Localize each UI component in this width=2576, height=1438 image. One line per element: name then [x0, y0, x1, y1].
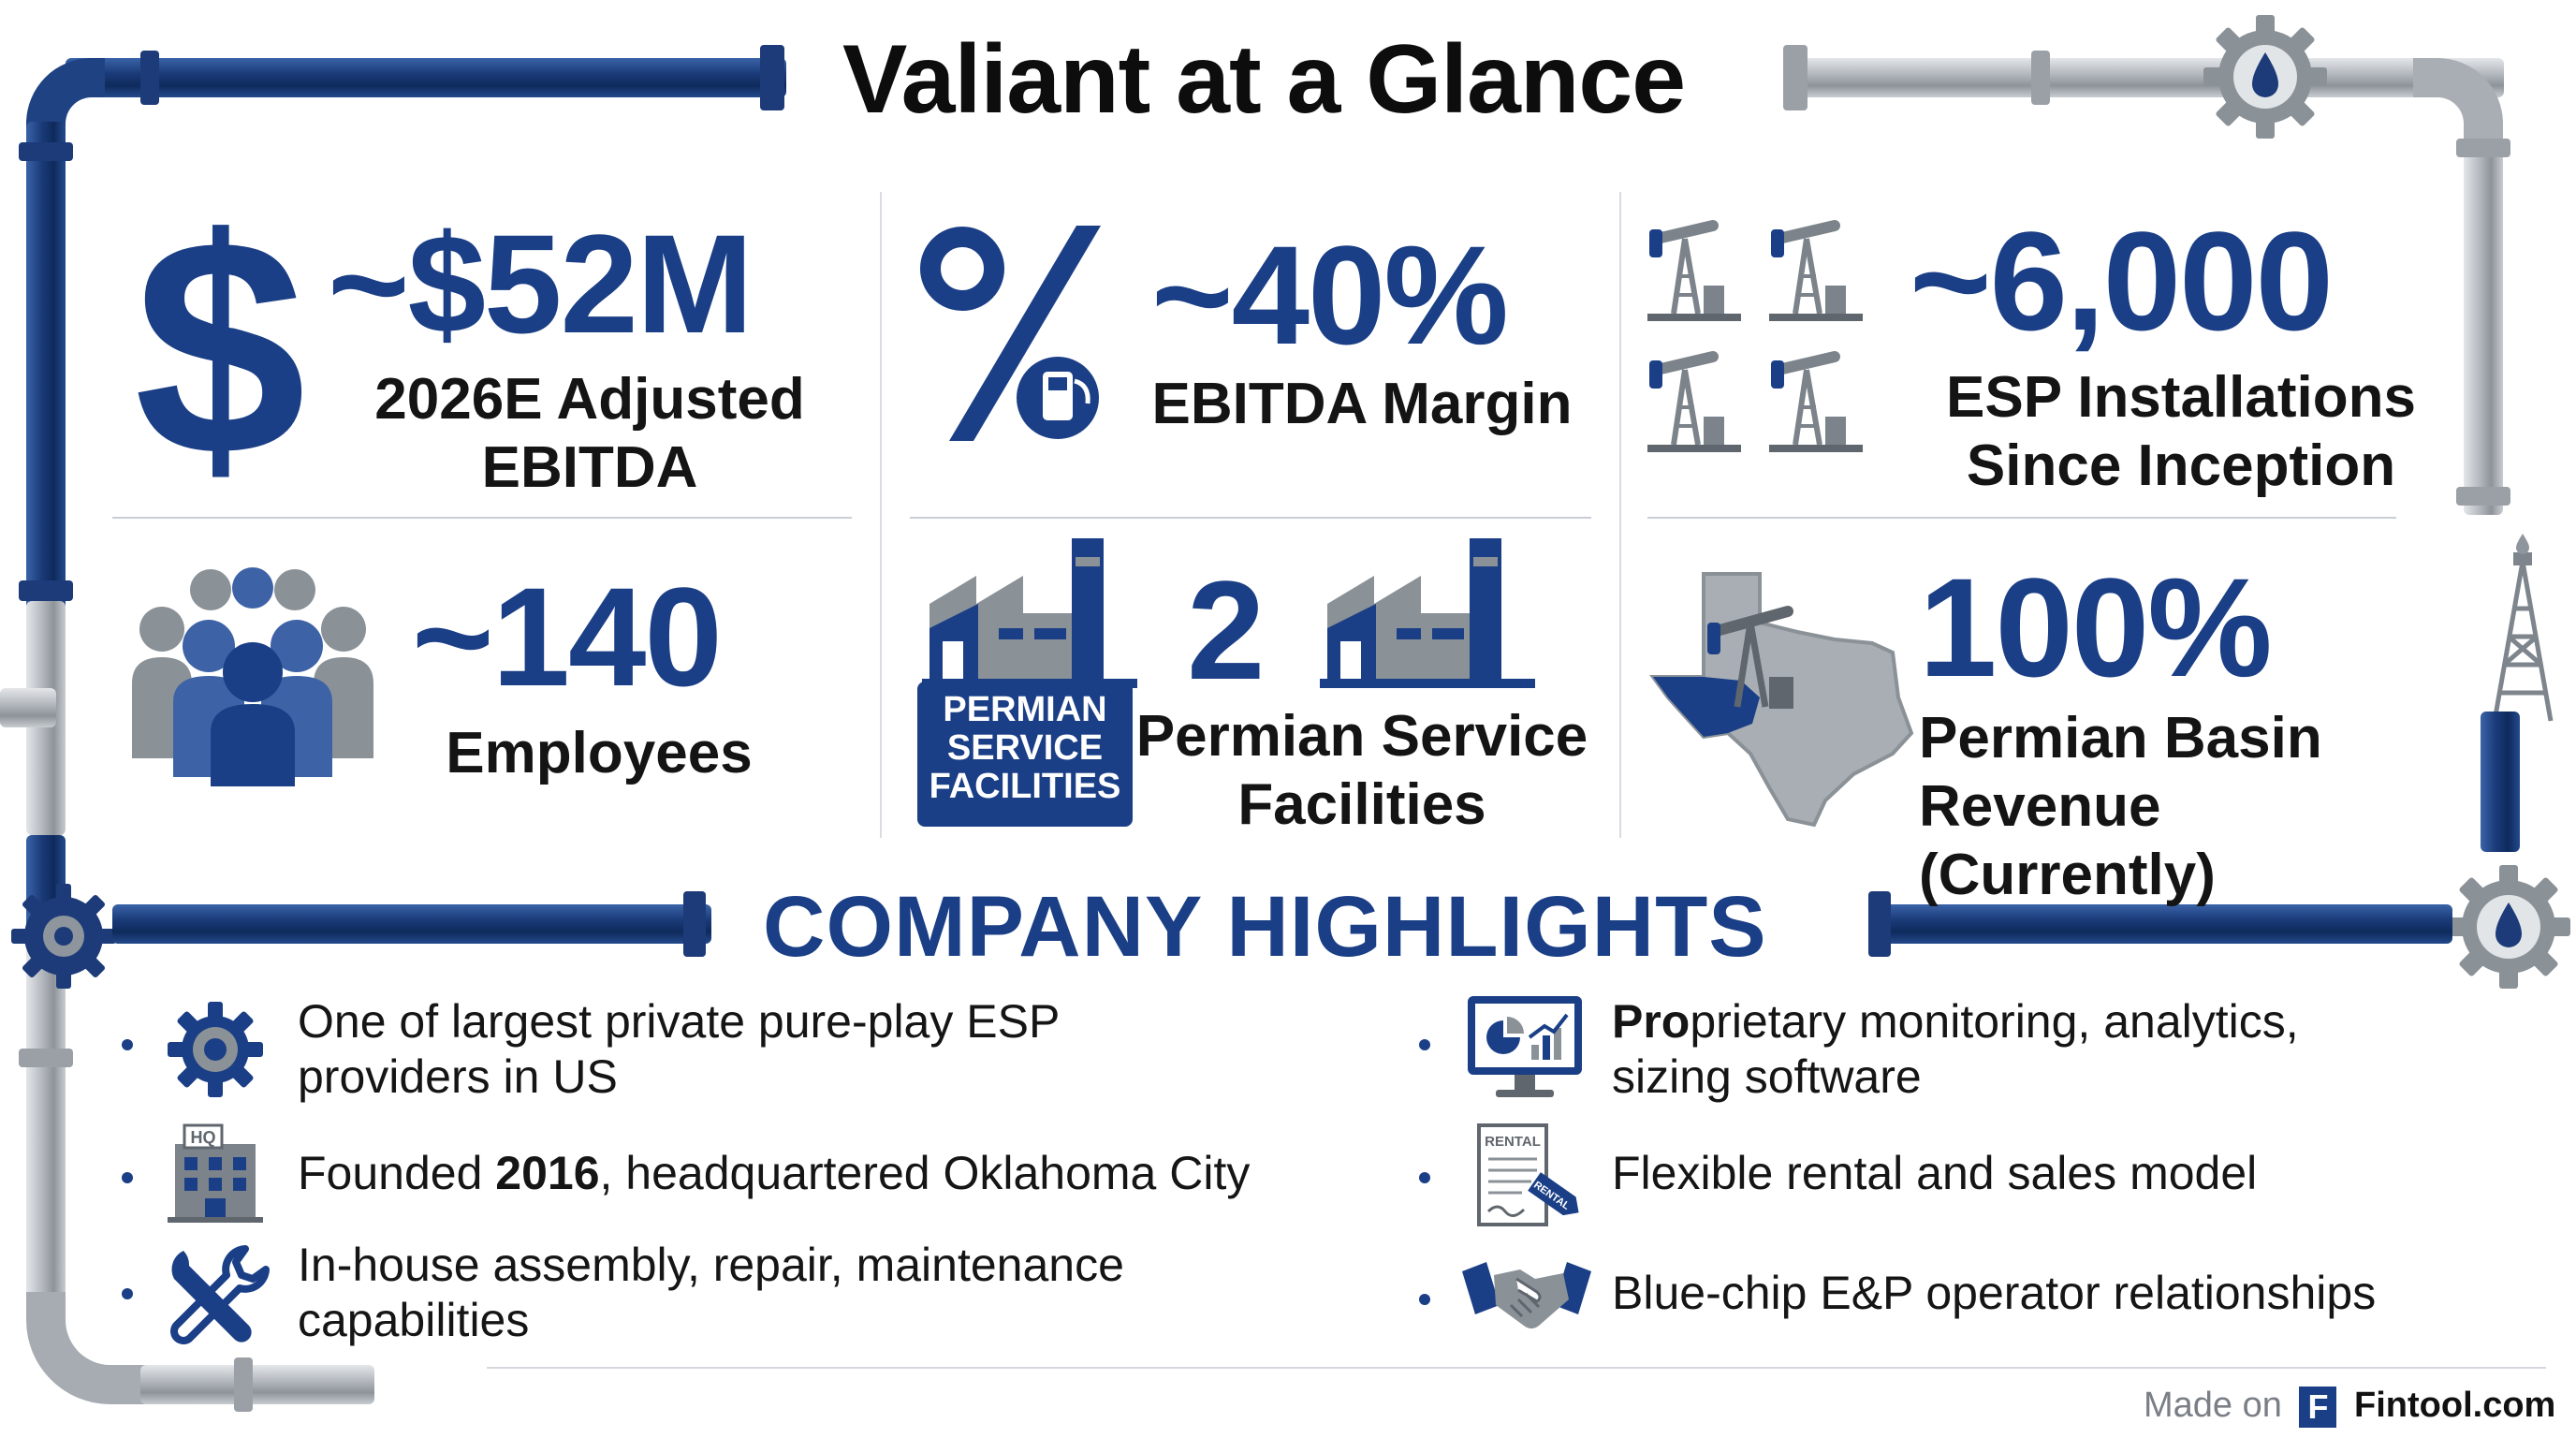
- grid-divider-vertical: [1619, 192, 1621, 838]
- badge-line: PERMIAN: [943, 690, 1107, 729]
- fintool-logo-icon: F: [2299, 1386, 2337, 1428]
- pipe-flange: [140, 51, 159, 105]
- gear-icon: [164, 998, 267, 1101]
- footer-brand[interactable]: Fintool.com: [2354, 1386, 2556, 1425]
- pipe-top-right: [1783, 58, 2504, 97]
- factory-icon: [1320, 538, 1535, 688]
- gear-drop-top-right: [2200, 11, 2331, 142]
- wrench-icon: [161, 1238, 273, 1350]
- pipe-right-lower: [2481, 712, 2520, 852]
- hq-building-icon: HQ: [164, 1120, 267, 1223]
- svg-text:$: $: [134, 201, 306, 482]
- oil-derrick-icon: [2471, 534, 2574, 730]
- gear-left: [7, 880, 120, 992]
- pipe-left-stub: [0, 688, 56, 727]
- stat-value: ~40%: [1151, 216, 1509, 374]
- pipe-left: [26, 122, 66, 618]
- pipe-flange: [19, 1049, 73, 1067]
- doc-label: RENTAL: [1485, 1134, 1541, 1150]
- stat-label: 2026E Adjusted EBITDA: [374, 367, 805, 501]
- stat-value: 2: [1187, 551, 1265, 709]
- stat-value: ~6,000: [1910, 202, 2334, 360]
- highlight-text: Founded 2016, headquartered Oklahoma Cit…: [298, 1147, 1251, 1199]
- pipe-right: [2464, 140, 2503, 515]
- footer-made-on: Made on: [2144, 1386, 2282, 1425]
- pipe-flange: [760, 45, 784, 110]
- page-title: Valiant at a Glance: [842, 25, 1686, 134]
- stat-value: ~$52M: [328, 205, 754, 362]
- bullet: [1419, 1172, 1430, 1183]
- pipe-elbow: [26, 1292, 148, 1404]
- stat-label: EBITDA Margin: [1151, 372, 1573, 436]
- grid-divider-horizontal: [1647, 517, 2396, 519]
- highlight-text: Blue-chip E&P operator relationships: [1612, 1267, 2377, 1319]
- pumpjacks-icon: [1647, 215, 1881, 468]
- percent-fuel-icon: [917, 220, 1133, 445]
- pipe-flange: [1868, 891, 1891, 957]
- stat-value: 100%: [1919, 549, 2273, 706]
- pipe-flange: [2031, 51, 2050, 105]
- bullet: [122, 1039, 133, 1050]
- hq-label: HQ: [191, 1128, 216, 1147]
- stat-label: Permian Service Facilities: [1135, 704, 1588, 838]
- stat-label: Employees: [446, 721, 753, 785]
- people-icon: [126, 562, 379, 786]
- bullet: [122, 1288, 133, 1299]
- bullet: [1419, 1294, 1430, 1305]
- pipe-flange: [234, 1357, 253, 1412]
- highlight-text: In-house assembly, repair, maintenance c…: [298, 1239, 1124, 1346]
- monitor-analytics-icon: [1462, 992, 1588, 1105]
- stat-label: ESP Installations Since Inception: [1946, 365, 2416, 499]
- bullet: [122, 1172, 133, 1183]
- dollar-icon: $: [131, 174, 309, 520]
- rental-document-icon: RENTAL RENTAL: [1466, 1120, 1588, 1232]
- factory-icon: [922, 538, 1137, 688]
- pipe-highlights-left: [112, 904, 711, 944]
- footer-divider: [487, 1367, 2546, 1369]
- pipe-top-left: [66, 58, 786, 97]
- bullet: [1419, 1039, 1430, 1050]
- facilities-badge: PERMIAN SERVICE FACILITIES: [917, 682, 1133, 827]
- highlights-title: COMPANY HIGHLIGHTS: [763, 879, 1767, 975]
- pipe-bottom-stub: [140, 1365, 374, 1404]
- stat-label: Permian Basin Revenue (Currently): [1919, 706, 2322, 908]
- pipe-highlights-right: [1872, 904, 2452, 944]
- texas-map-icon: [1647, 566, 1919, 829]
- gear-drop-right: [2443, 861, 2574, 992]
- grid-divider-horizontal: [910, 517, 1591, 519]
- pipe-flange: [1783, 45, 1808, 110]
- handshake-icon: [1458, 1251, 1595, 1344]
- pipe-left-bottom: [26, 946, 66, 1320]
- badge-line: SERVICE: [946, 728, 1104, 768]
- footer-credit[interactable]: Made on F Fintool.com: [2144, 1386, 2555, 1428]
- pipe-flange: [2456, 139, 2510, 157]
- grid-divider-horizontal: [112, 517, 852, 519]
- grid-divider-vertical: [880, 192, 882, 838]
- highlight-text: Flexible rental and sales model: [1612, 1147, 2258, 1199]
- stat-value: ~140: [412, 558, 723, 715]
- pipe-flange: [19, 142, 73, 161]
- highlight-text: Proprietary monitoring, analytics, sizin…: [1612, 995, 2299, 1103]
- badge-line: FACILITIES: [929, 767, 1121, 806]
- pipe-flange: [2456, 487, 2510, 506]
- highlight-text: One of largest private pure-play ESP pro…: [298, 995, 1061, 1103]
- pipe-flange: [19, 580, 73, 601]
- pipe-flange: [683, 891, 706, 957]
